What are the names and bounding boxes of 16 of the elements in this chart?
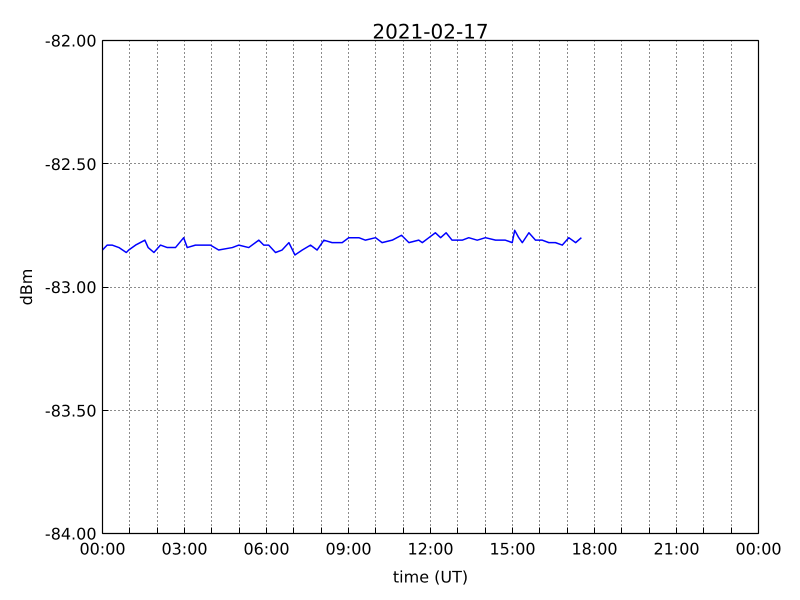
x-axis-title: time (UT): [392, 568, 468, 586]
y-tick-label: -82.00: [44, 32, 96, 50]
x-tick-label: 06:00: [243, 540, 290, 558]
x-tick-label: 03:00: [161, 540, 208, 558]
x-tick-label: 18:00: [571, 540, 618, 558]
x-tick-label: 15:00: [489, 540, 536, 558]
y-tick-label: -82.50: [44, 154, 96, 174]
y-axis-title: dBm: [16, 268, 36, 306]
x-tick-label: 00:00: [735, 540, 782, 558]
line-series: [102, 230, 582, 256]
chart-title: 2021-02-17: [372, 20, 489, 44]
x-tick-label: 21:00: [653, 540, 700, 558]
y-tick-label: -83.50: [44, 401, 96, 420]
y-tick-label: -83.00: [44, 278, 96, 297]
x-tick-label: 09:00: [325, 540, 372, 558]
x-tick-label: 12:00: [407, 540, 454, 558]
